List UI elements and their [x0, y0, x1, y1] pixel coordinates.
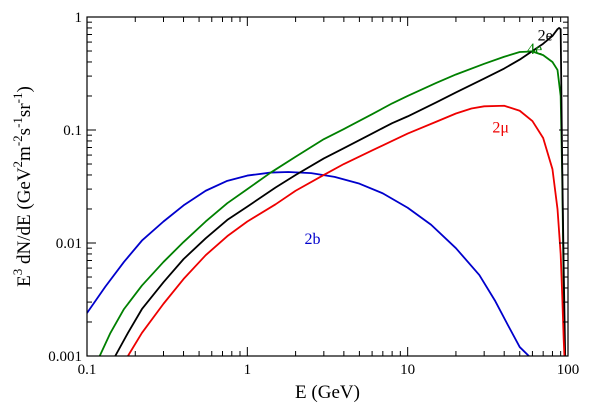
tick-labels-layer: 0.1 1 10 100 0.001 0.01 0.1 1 — [48, 10, 579, 378]
ticks-layer — [86, 16, 569, 357]
series-label-2b: 2b — [305, 231, 321, 248]
curves-layer — [87, 27, 567, 356]
y-axis-label: E3 dN/dE (GeV2m-2s-1sr-1) — [10, 86, 35, 287]
y-tick-label: 0.1 — [63, 123, 82, 139]
x-tick-label: 0.1 — [78, 362, 97, 378]
series-label-2e: 2e — [538, 27, 553, 44]
x-tick-label: 100 — [557, 362, 580, 378]
x-tick-label: 1 — [244, 362, 252, 378]
series-line-2b — [87, 171, 530, 356]
x-axis-label: E (GeV) — [295, 382, 360, 403]
series-line-4e — [98, 50, 566, 356]
y-tick-label: 0.001 — [48, 349, 82, 365]
series-line-2e — [114, 27, 567, 356]
series-label-2μ: 2μ — [492, 120, 509, 137]
series-line-2μ — [127, 104, 566, 356]
x-tick-label: 10 — [400, 362, 415, 378]
y-tick-label: 0.01 — [56, 236, 82, 252]
plot-frame — [86, 16, 569, 357]
y-tick-label: 1 — [75, 10, 83, 26]
series-label-4e: 4e — [527, 41, 542, 58]
